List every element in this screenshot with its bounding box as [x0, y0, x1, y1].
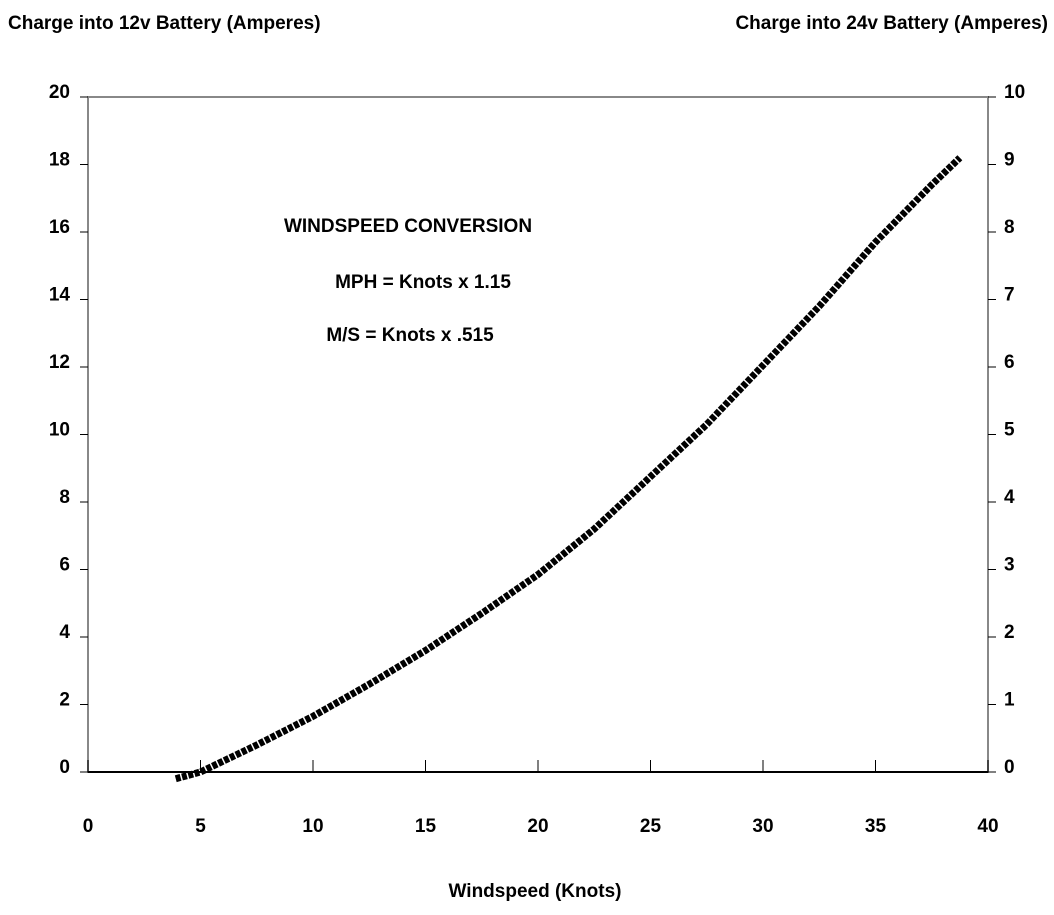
y-tick-label: 4	[59, 622, 70, 643]
x-tick-label: 15	[415, 816, 437, 837]
data-line	[174, 155, 963, 783]
y-axis-label: Charge into 12v Battery (Amperes)	[8, 13, 321, 34]
x-tick-label: 10	[302, 816, 323, 837]
y-tick-label: 8	[59, 487, 70, 508]
x-tick-label: 40	[977, 816, 998, 837]
x-axis-label: Windspeed (Knots)	[449, 881, 622, 902]
y2-tick-label: 2	[1004, 622, 1015, 643]
y2-tick-label: 3	[1004, 555, 1015, 576]
y-tick-label: 12	[49, 352, 70, 373]
y2-tick-label: 0	[1004, 757, 1015, 778]
y2-tick-label: 6	[1004, 352, 1015, 373]
y-tick-label: 6	[59, 555, 70, 576]
annotation: M/S = Knots x .515	[326, 325, 494, 346]
x-tick-label: 35	[865, 816, 887, 837]
y-tick-label: 14	[49, 285, 71, 306]
y2-tick-label: 4	[1004, 487, 1015, 508]
y-tick-label: 10	[49, 420, 70, 441]
x-tick-label: 25	[640, 816, 662, 837]
y-tick-label: 2	[59, 690, 70, 711]
y2-tick-label: 7	[1004, 285, 1015, 306]
y-tick-label: 18	[49, 150, 70, 171]
plot-frame	[87, 96, 989, 773]
annotation: MPH = Knots x 1.15	[335, 272, 511, 293]
y2-axis-label: Charge into 24v Battery (Amperes)	[735, 13, 1048, 34]
y2-tick-label: 1	[1004, 690, 1015, 711]
annotation: WINDSPEED CONVERSION	[284, 216, 532, 237]
y2-tick-label: 10	[1004, 82, 1025, 103]
y2-tick-label: 9	[1004, 150, 1015, 171]
x-tick-label: 0	[83, 816, 94, 837]
y-tick-label: 20	[49, 82, 70, 103]
y-tick-label: 16	[49, 217, 70, 238]
y2-tick-label: 8	[1004, 217, 1015, 238]
y-tick-label: 0	[59, 757, 70, 778]
x-tick-label: 30	[752, 816, 773, 837]
y2-tick-label: 5	[1004, 420, 1015, 441]
x-tick-label: 5	[195, 816, 206, 837]
x-tick-label: 20	[527, 816, 548, 837]
